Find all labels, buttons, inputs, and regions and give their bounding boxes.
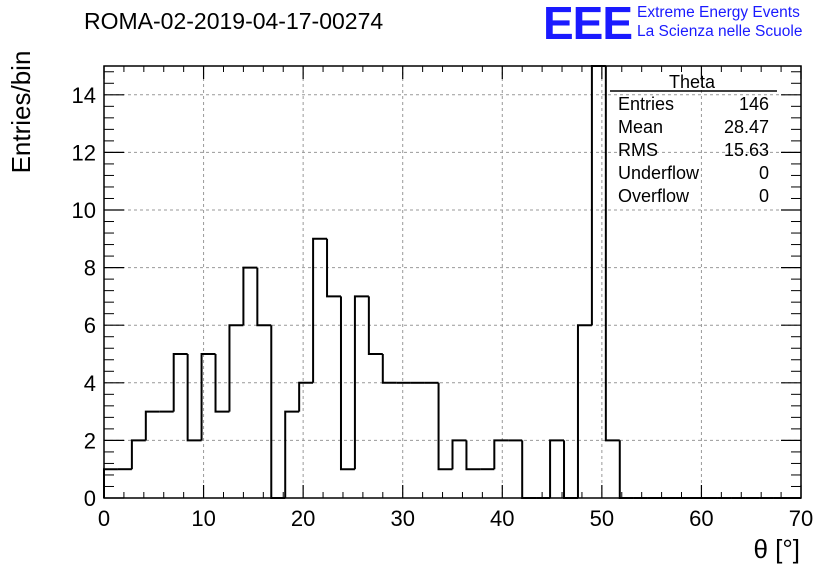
histogram-bin — [326, 238, 341, 298]
axis-ticks — [103, 66, 802, 499]
x-tick-label: 60 — [689, 506, 713, 531]
y-tick-label: 10 — [72, 198, 96, 223]
stats-row-value: 0 — [759, 186, 769, 206]
histogram-bin — [563, 440, 578, 499]
histogram-bin — [367, 296, 383, 355]
histogram-bin — [604, 66, 620, 442]
stats-row-value: 28.47 — [724, 117, 769, 137]
histogram-bin — [130, 439, 146, 470]
histogram-bin — [284, 410, 300, 498]
logo-caption-line2: La Scienza nelle Scuole — [637, 23, 803, 40]
stats-box: Theta Entries 146 Mean 28.47 RMS 15.63 Underfl… — [610, 72, 777, 206]
x-tick-label: 20 — [291, 506, 315, 531]
y-tick-label: 8 — [84, 256, 96, 281]
y-tick-label: 0 — [84, 486, 96, 511]
histogram-bin — [242, 266, 258, 326]
y-tick-label: 4 — [84, 371, 96, 396]
y-axis-title: Entries/bin — [6, 51, 36, 174]
tick-labels: 0 10 20 30 40 50 60 70 0 2 4 6 8 10 12 14 — [72, 83, 814, 531]
eee-logo: EEE — [543, 0, 633, 49]
stats-row-label: RMS — [618, 140, 658, 160]
stats-row-value: 15.63 — [724, 140, 769, 160]
histogram-bin — [103, 468, 118, 498]
histogram-bin — [270, 325, 286, 499]
histogram-bin — [381, 354, 397, 384]
histogram-bars — [103, 65, 801, 499]
histogram-bin — [493, 439, 509, 470]
x-tick-label: 40 — [490, 506, 514, 531]
stats-row-value: 0 — [759, 163, 769, 183]
y-tick-label: 6 — [84, 313, 96, 338]
histogram-bin — [549, 439, 565, 498]
x-tick-label: 30 — [390, 506, 414, 531]
histogram-bin — [298, 381, 314, 412]
stats-row-value: 146 — [739, 94, 769, 114]
histogram-bin — [437, 382, 453, 471]
plot-frame — [103, 65, 802, 499]
logo-caption-line1: Extreme Energy Events — [637, 4, 800, 21]
x-tick-label: 50 — [590, 506, 614, 531]
histogram-bin — [618, 440, 634, 499]
x-tick-label: 10 — [191, 506, 215, 531]
stats-box-name: Theta — [669, 72, 716, 92]
stats-row-label: Underflow — [618, 163, 700, 183]
histogram-bin — [200, 353, 216, 441]
histogram-bin — [353, 295, 369, 470]
histogram-bin — [521, 440, 537, 499]
histogram-bin — [339, 296, 355, 471]
histogram-bin — [256, 267, 272, 327]
histogram-bin — [228, 324, 244, 412]
x-axis-title: θ [°] — [753, 534, 800, 564]
chart-title: ROMA-02-2019-04-17-00274 — [84, 8, 384, 34]
y-tick-label: 14 — [72, 83, 96, 108]
y-tick-label: 12 — [72, 140, 96, 165]
stats-row-label: Overflow — [618, 186, 690, 206]
histogram-bin — [186, 354, 202, 442]
logo-caption: Extreme Energy Events La Scienza nelle S… — [637, 3, 802, 41]
histogram-bin — [590, 65, 606, 326]
histogram-bin — [465, 440, 481, 471]
histogram-bin — [312, 237, 328, 383]
grid-lines — [104, 66, 801, 498]
x-tick-label: 70 — [789, 506, 813, 531]
x-tick-label: 0 — [98, 506, 110, 531]
stats-row-label: Mean — [618, 117, 663, 137]
histogram-bin — [214, 354, 230, 413]
stats-row-label: Entries — [618, 94, 674, 114]
histogram-bin — [144, 410, 160, 441]
histogram-bin — [172, 353, 188, 412]
y-tick-label: 2 — [84, 428, 96, 453]
histogram-bin — [576, 324, 592, 498]
histogram-bin — [451, 439, 467, 470]
